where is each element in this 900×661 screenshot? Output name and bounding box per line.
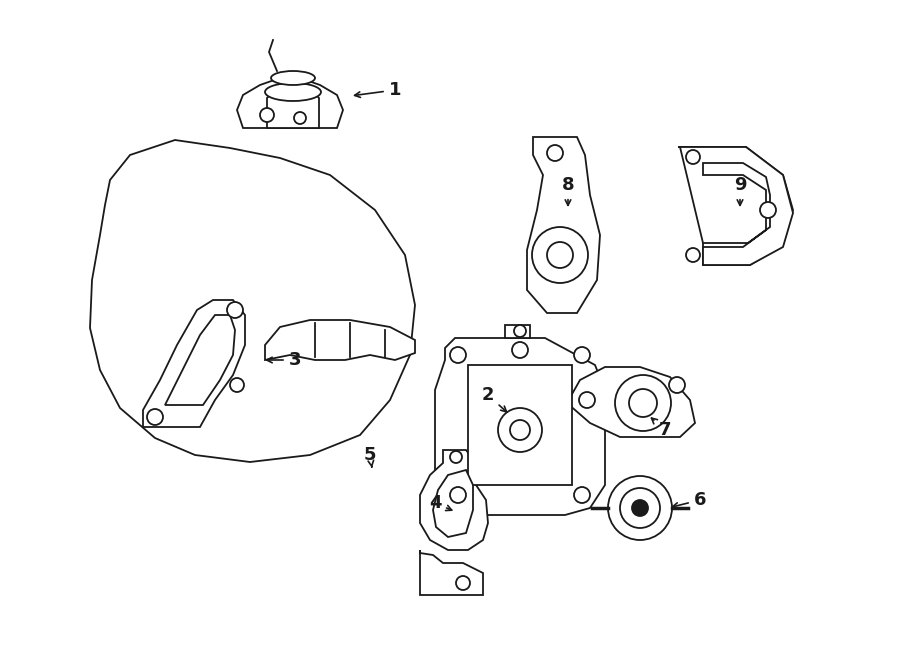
Ellipse shape — [265, 83, 321, 101]
Polygon shape — [505, 325, 530, 338]
Circle shape — [574, 347, 590, 363]
Circle shape — [456, 576, 470, 590]
Circle shape — [620, 488, 660, 528]
Circle shape — [260, 108, 274, 122]
Text: 4: 4 — [428, 494, 452, 512]
Circle shape — [450, 451, 462, 463]
Polygon shape — [265, 320, 415, 360]
Text: 8: 8 — [562, 176, 574, 206]
Circle shape — [547, 242, 573, 268]
Polygon shape — [143, 300, 245, 427]
Polygon shape — [678, 147, 793, 265]
Circle shape — [230, 378, 244, 392]
Circle shape — [547, 145, 563, 161]
Polygon shape — [435, 338, 605, 515]
Polygon shape — [527, 137, 600, 313]
Text: 5: 5 — [364, 446, 376, 467]
Circle shape — [629, 389, 657, 417]
Polygon shape — [680, 147, 793, 265]
Circle shape — [579, 392, 595, 408]
Circle shape — [669, 377, 685, 393]
Text: 7: 7 — [652, 418, 671, 439]
Polygon shape — [433, 470, 473, 537]
Circle shape — [514, 325, 526, 337]
Circle shape — [574, 487, 590, 503]
Circle shape — [615, 375, 671, 431]
Text: 1: 1 — [355, 81, 401, 99]
Circle shape — [227, 302, 243, 318]
Circle shape — [450, 347, 466, 363]
Polygon shape — [420, 550, 483, 595]
Circle shape — [686, 248, 700, 262]
Ellipse shape — [271, 71, 315, 85]
Polygon shape — [567, 367, 695, 437]
Circle shape — [760, 202, 776, 218]
Polygon shape — [468, 365, 572, 485]
Text: 9: 9 — [734, 176, 746, 206]
Polygon shape — [267, 92, 319, 128]
Text: 3: 3 — [266, 351, 302, 369]
Text: 2: 2 — [482, 386, 507, 412]
Circle shape — [608, 476, 672, 540]
Circle shape — [632, 500, 648, 516]
Polygon shape — [165, 315, 235, 405]
Circle shape — [532, 227, 588, 283]
Circle shape — [512, 342, 528, 358]
Circle shape — [294, 112, 306, 124]
Polygon shape — [237, 78, 343, 128]
Circle shape — [686, 150, 700, 164]
Polygon shape — [420, 450, 488, 550]
Circle shape — [147, 409, 163, 425]
Circle shape — [498, 408, 542, 452]
Circle shape — [450, 487, 466, 503]
Text: 6: 6 — [672, 491, 706, 509]
Circle shape — [510, 420, 530, 440]
